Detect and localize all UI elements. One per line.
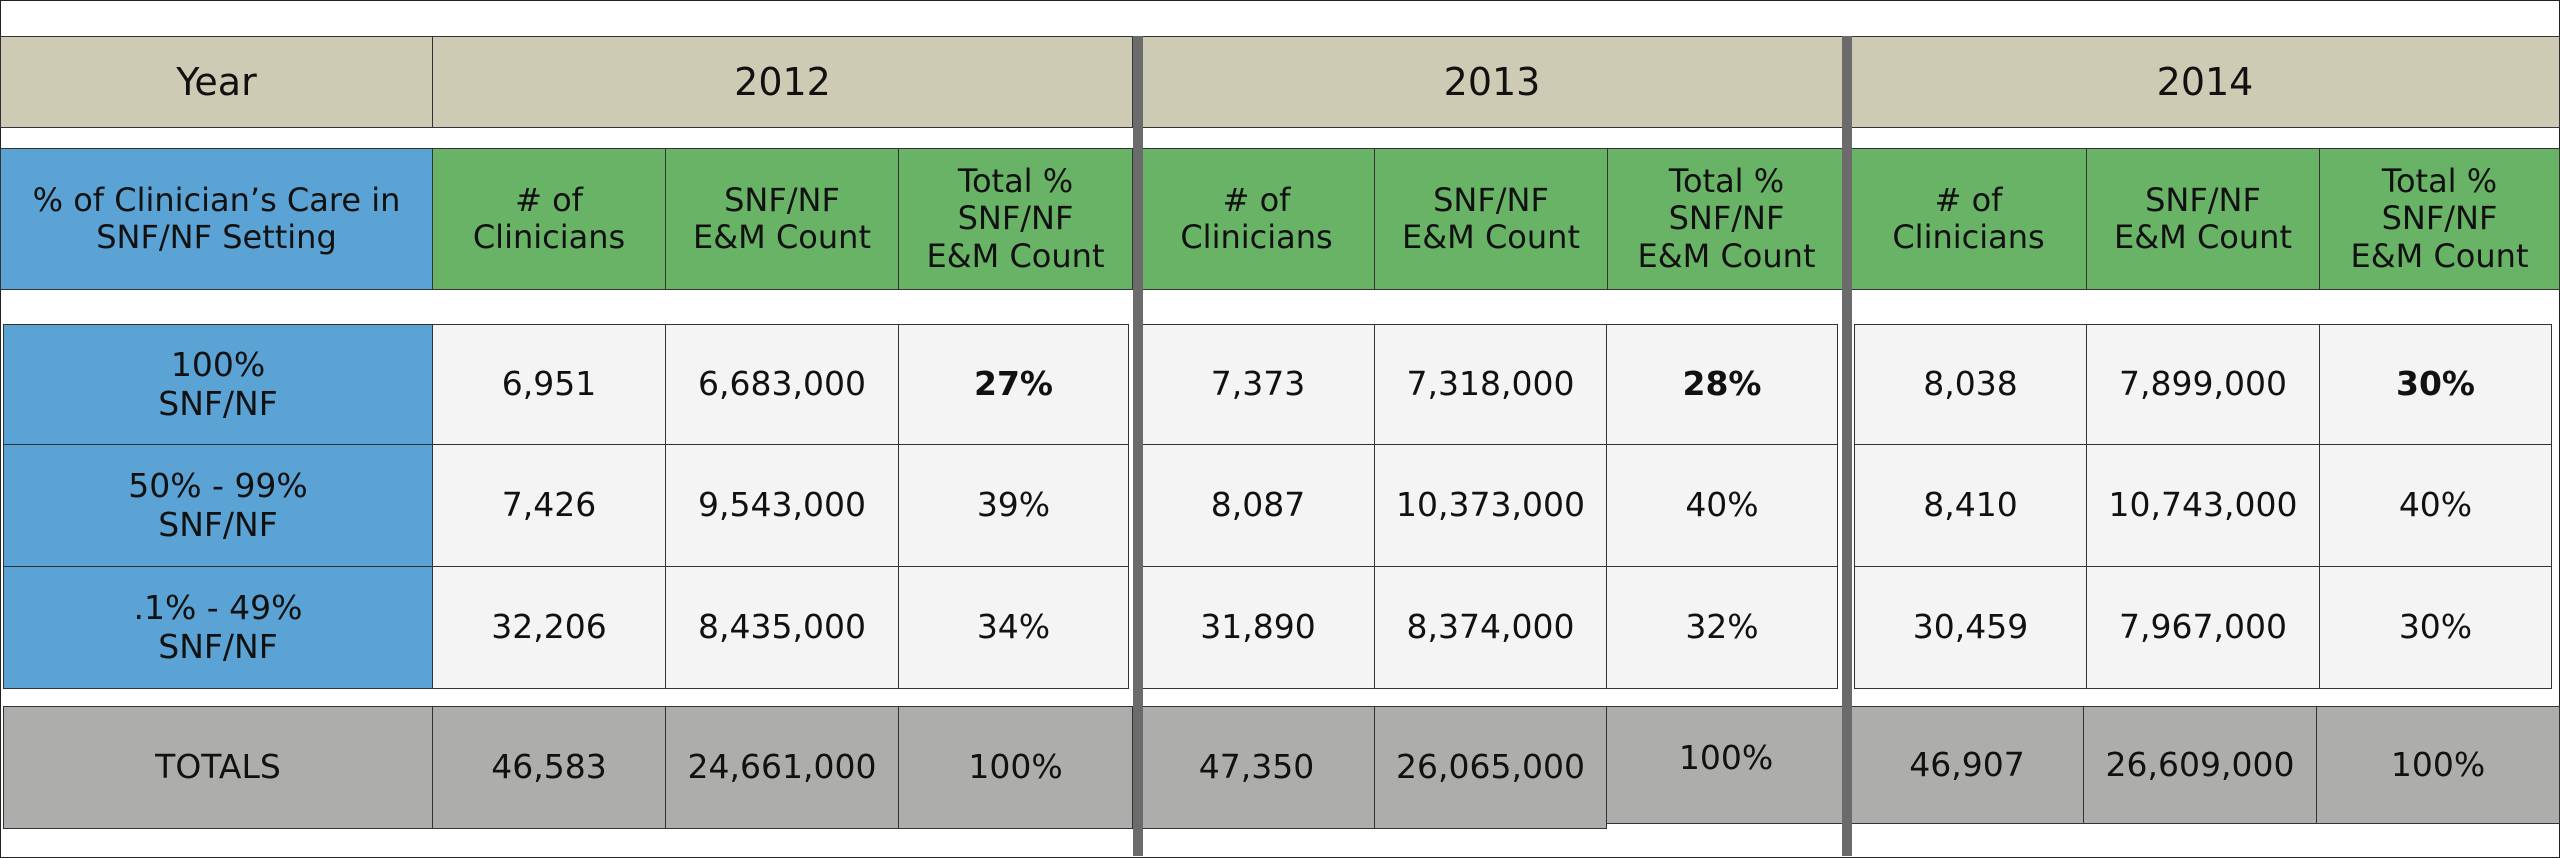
header-2013-total-pct: Total % SNF/NF E&M Count [1607,148,1846,290]
header-2013-em-count: SNF/NF E&M Count [1374,148,1608,290]
year-label: Year [0,36,433,128]
header-2014-clinicians: # of Clinicians [1850,148,2087,290]
total-2012-clinicians: 46,583 [432,706,666,829]
cell-2013-em-count: 10,373,000 [1374,444,1607,567]
cell-2014-em-count: 10,743,000 [2086,444,2320,567]
header-2012-clinicians: # of Clinicians [432,148,666,290]
header-2013-clinicians: # of Clinicians [1138,148,1375,290]
total-2014-em-count: 26,609,000 [2083,706,2317,824]
totals-label: TOTALS [3,706,433,829]
cell-2012-em-count: 8,435,000 [665,566,899,689]
total-2013-em-count: 26,065,000 [1374,706,1607,829]
cell-2012-clinicians: 32,206 [432,566,666,689]
cell-2014-total-pct: 30% [2319,324,2552,445]
year-2014-header: 2014 [1850,36,2560,128]
total-2012-em-count: 24,661,000 [665,706,899,829]
cell-2013-clinicians: 31,890 [1141,566,1375,689]
cell-2012-clinicians: 6,951 [432,324,666,445]
total-2014-total-pct: 100% [2316,706,2560,824]
header-2014-total-pct: Total % SNF/NF E&M Count [2319,148,2560,290]
cell-2014-total-pct: 40% [2319,444,2552,567]
year-separator-2012-2013 [1133,36,1143,856]
year-separator-2013-2014 [1842,36,1852,856]
total-2014-clinicians: 46,907 [1850,706,2084,824]
cell-2012-total-pct: 34% [898,566,1129,689]
year-2013-header: 2013 [1138,36,1846,128]
row-label-01-49: .1% - 49% SNF/NF [3,566,433,689]
cell-2014-em-count: 7,967,000 [2086,566,2320,689]
cell-2013-total-pct: 40% [1606,444,1838,567]
cell-2014-total-pct: 30% [2319,566,2552,689]
cell-2013-em-count: 7,318,000 [1374,324,1607,445]
cell-2013-clinicians: 7,373 [1141,324,1375,445]
header-2012-total-pct: Total % SNF/NF E&M Count [898,148,1133,290]
category-header: % of Clinician’s Care in SNF/NF Setting [0,148,433,290]
cell-2012-em-count: 9,543,000 [665,444,899,567]
cell-2012-total-pct: 39% [898,444,1129,567]
total-2013-clinicians: 47,350 [1138,706,1375,829]
header-2012-em-count: SNF/NF E&M Count [665,148,899,290]
cell-2013-total-pct: 28% [1606,324,1838,445]
cell-2013-clinicians: 8,087 [1141,444,1375,567]
cell-2012-total-pct: 27% [898,324,1129,445]
cell-2014-clinicians: 8,038 [1854,324,2087,445]
cell-2014-em-count: 7,899,000 [2086,324,2320,445]
row-label-100: 100% SNF/NF [3,324,433,445]
cell-2013-em-count: 8,374,000 [1374,566,1607,689]
header-2014-em-count: SNF/NF E&M Count [2086,148,2320,290]
year-2012-header: 2012 [432,36,1133,128]
cell-2014-clinicians: 30,459 [1854,566,2087,689]
total-2013-total-pct: 100% [1606,706,1846,824]
cell-2012-clinicians: 7,426 [432,444,666,567]
cell-2012-em-count: 6,683,000 [665,324,899,445]
row-label-50-99: 50% - 99% SNF/NF [3,444,433,567]
cell-2014-clinicians: 8,410 [1854,444,2087,567]
cell-2013-total-pct: 32% [1606,566,1838,689]
total-2012-total-pct: 100% [898,706,1133,829]
